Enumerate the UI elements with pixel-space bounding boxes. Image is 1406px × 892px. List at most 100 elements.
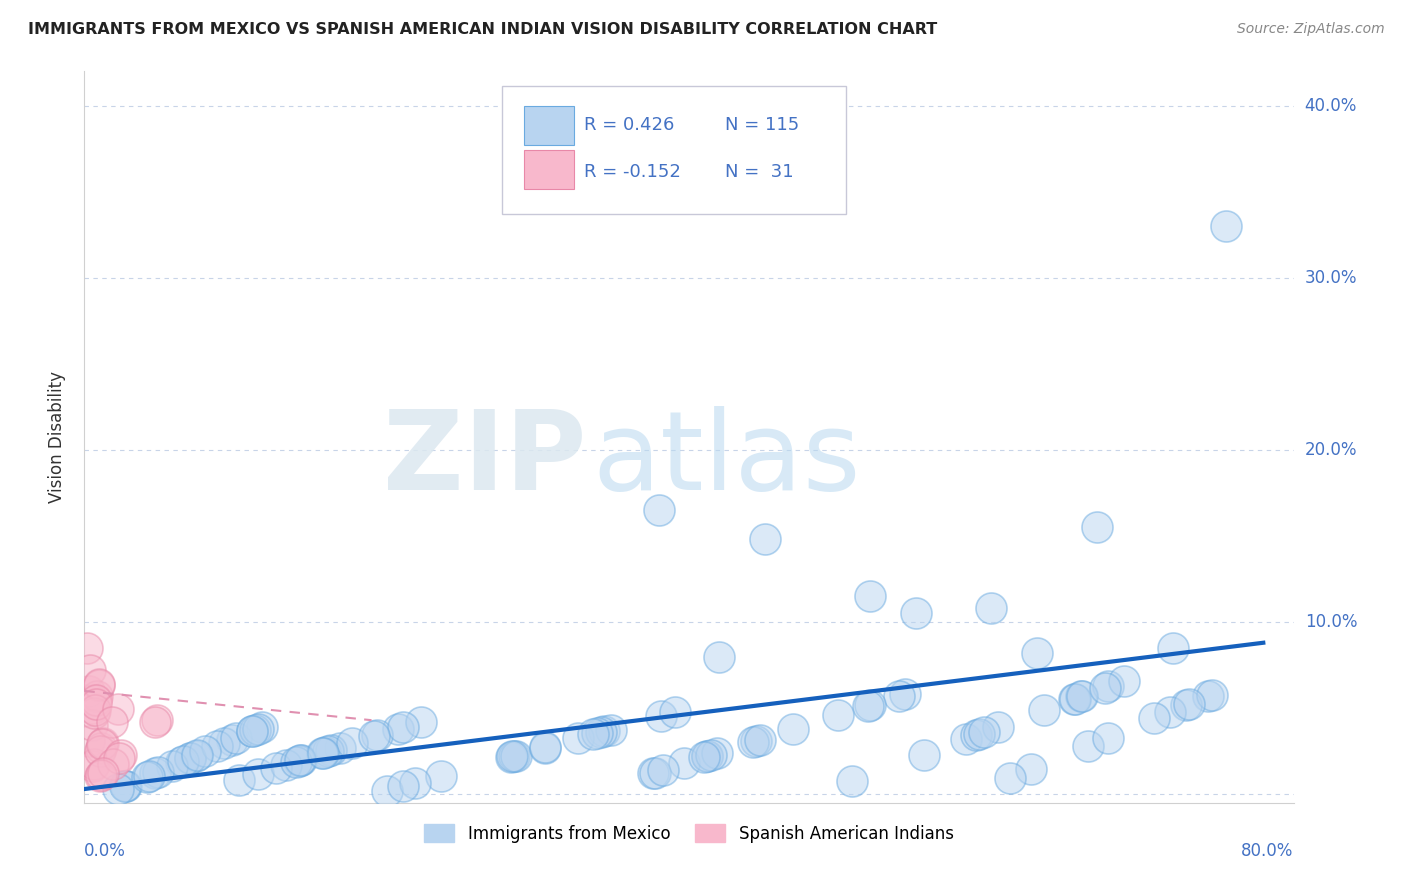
Point [1175,698,1198,713]
Point [894,687,917,701]
Point [782,723,804,737]
FancyBboxPatch shape [502,86,846,214]
Point [533,740,555,755]
Text: 40.0%: 40.0% [1305,96,1357,115]
Point [82,701,104,715]
Point [194,744,217,758]
Point [501,749,523,764]
Point [86,692,108,706]
Point [114,780,136,794]
Point [90,768,112,782]
FancyBboxPatch shape [524,150,574,189]
Point [87,678,110,692]
Point [179,751,201,765]
Point [160,759,183,773]
Point [1063,692,1085,706]
Point [93,766,115,780]
Point [1094,681,1116,695]
Point [246,767,269,781]
Point [212,736,235,750]
Point [172,754,194,768]
Point [754,533,776,547]
Point [742,735,765,749]
Point [83,706,105,720]
Point [80,692,103,706]
Point [1064,691,1087,706]
Point [965,729,987,743]
Point [89,769,111,783]
Point [586,726,609,740]
Point [745,734,768,748]
Point [856,698,879,713]
Point [221,732,243,747]
Point [86,689,108,703]
Point [77,734,100,748]
Point [135,770,157,784]
Point [969,727,991,741]
Text: R = -0.152: R = -0.152 [583,163,681,181]
Point [1161,640,1184,655]
Point [987,720,1010,734]
Point [363,730,385,744]
Point [980,601,1002,615]
Point [366,729,388,743]
Point [83,703,105,717]
Point [114,779,136,793]
Point [90,740,112,755]
FancyBboxPatch shape [524,106,574,145]
Legend: Immigrants from Mexico, Spanish American Indians: Immigrants from Mexico, Spanish American… [418,818,960,849]
Point [567,731,589,746]
Text: 0.0%: 0.0% [84,842,127,860]
Text: R = 0.426: R = 0.426 [583,117,673,135]
Point [1019,762,1042,776]
Point [240,724,263,739]
Point [391,720,413,734]
Text: Source: ZipAtlas.com: Source: ZipAtlas.com [1237,22,1385,37]
Point [321,743,343,757]
Point [80,717,103,731]
Point [179,751,201,765]
Point [582,727,605,741]
Text: atlas: atlas [592,406,860,513]
Text: 10.0%: 10.0% [1305,613,1357,632]
Point [285,755,308,769]
Point [143,714,166,729]
Point [82,759,104,773]
Point [693,750,716,764]
Point [247,722,270,736]
Point [290,753,312,767]
Point [101,714,124,729]
Point [859,698,882,713]
Point [252,720,274,734]
Point [409,714,432,729]
Text: 80.0%: 80.0% [1241,842,1294,860]
Point [904,607,927,621]
Point [859,589,882,603]
Point [1143,711,1166,725]
Point [1097,679,1119,693]
Point [749,732,772,747]
Point [673,756,696,771]
Point [404,776,426,790]
Point [76,640,98,655]
Point [709,649,731,664]
Point [973,725,995,739]
Point [311,747,333,761]
Point [245,723,267,737]
Text: IMMIGRANTS FROM MEXICO VS SPANISH AMERICAN INDIAN VISION DISABILITY CORRELATION : IMMIGRANTS FROM MEXICO VS SPANISH AMERIC… [28,22,938,37]
Point [314,745,336,759]
Point [264,761,287,775]
Point [1112,673,1135,688]
Point [107,702,129,716]
Point [79,663,101,677]
Point [115,779,138,793]
Point [228,772,250,787]
Point [342,736,364,750]
Point [143,766,166,780]
Point [955,732,977,747]
Text: 20.0%: 20.0% [1305,441,1357,459]
Point [430,769,453,783]
Point [1159,705,1181,719]
Point [706,746,728,760]
Point [591,725,613,739]
